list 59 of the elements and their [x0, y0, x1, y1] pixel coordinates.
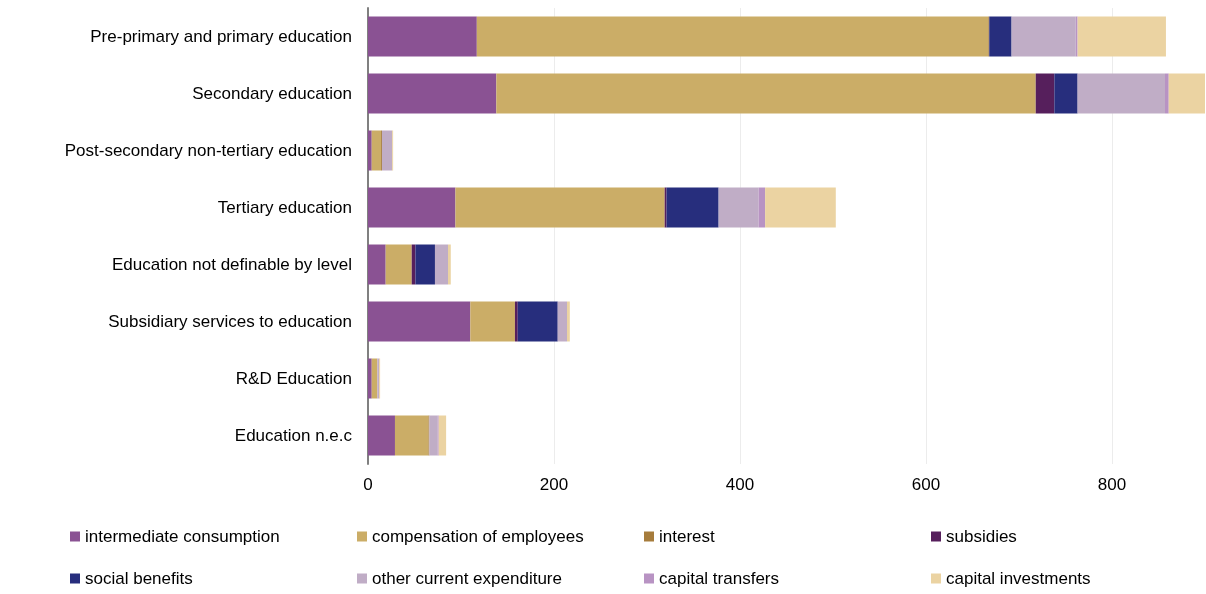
bar: [718, 187, 759, 228]
bar: [1168, 73, 1205, 114]
bar: [496, 73, 1036, 114]
legend-label: other current expenditure: [372, 569, 562, 588]
bar: [368, 244, 386, 285]
bar: [1035, 73, 1055, 114]
bar: [470, 301, 515, 342]
bar: [415, 244, 435, 285]
bar: [381, 130, 393, 171]
bar: [447, 244, 451, 285]
bar: [429, 415, 438, 456]
bar: [368, 187, 456, 228]
legend-label: subsidies: [946, 527, 1017, 546]
bar: [368, 415, 395, 456]
bar: [368, 73, 497, 114]
legend-label: compensation of employees: [372, 527, 584, 546]
bar: [557, 301, 568, 342]
bar: [1077, 16, 1166, 57]
bar: [371, 358, 378, 399]
bar: [394, 415, 429, 456]
bar: [434, 244, 448, 285]
bar: [368, 16, 477, 57]
bar: [666, 187, 719, 228]
bar: [1077, 73, 1166, 114]
bar: [758, 187, 766, 228]
bar: [1054, 73, 1078, 114]
bar: [368, 301, 471, 342]
bar: [438, 415, 447, 456]
bar: [1011, 16, 1076, 57]
legend-label: social benefits: [85, 569, 193, 588]
y-tick-label: R&D Education: [235, 369, 352, 388]
bar: [567, 301, 570, 342]
y-tick-label: Education n.e.c: [234, 426, 353, 445]
x-tick-label: 600: [911, 475, 941, 494]
bar: [989, 16, 1012, 57]
bar: [765, 187, 836, 228]
y-tick-label: Post-secondary non-tertiary education: [64, 141, 352, 160]
y-tick-label: Subsidiary services to education: [108, 312, 352, 331]
y-tick-label: Pre-primary and primary education: [90, 27, 352, 46]
legend-label: capital investments: [946, 569, 1091, 588]
x-tick-label: 0: [363, 475, 373, 494]
x-tick-label: 800: [1097, 475, 1127, 494]
bar: [455, 187, 665, 228]
x-tick-label: 400: [725, 475, 755, 494]
legend-label: intermediate consumption: [85, 527, 280, 546]
y-tick-label: Tertiary education: [217, 198, 352, 217]
y-tick-label: Secondary education: [192, 84, 352, 103]
bar: [385, 244, 412, 285]
x-tick-label: 200: [539, 475, 569, 494]
y-tick-label: Education not definable by level: [111, 255, 352, 274]
legend-label: capital transfers: [659, 569, 779, 588]
bar: [371, 130, 382, 171]
bar: [514, 301, 518, 342]
bar: [368, 130, 372, 171]
bar: [517, 301, 558, 342]
bar: [476, 16, 989, 57]
bar: [368, 358, 372, 399]
legend-label: interest: [659, 527, 716, 546]
bar: [1165, 73, 1169, 114]
